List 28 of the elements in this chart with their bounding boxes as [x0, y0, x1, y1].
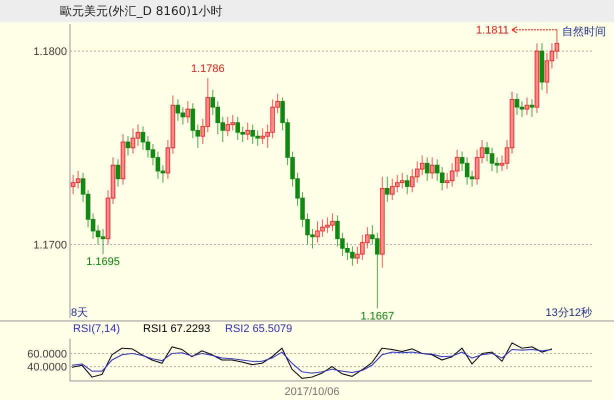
candlestick	[126, 136, 130, 156]
candlestick	[404, 174, 410, 195]
candlestick	[186, 100, 190, 124]
line-series	[72, 342, 552, 379]
series-label: RSI2 65.5079	[225, 323, 292, 335]
y-tick-label: 60.0000	[27, 348, 67, 360]
candlestick	[116, 158, 120, 187]
series-label: RSI1 67.2293	[143, 323, 210, 335]
text: 自然时间	[562, 25, 606, 38]
annotation: 1.1811	[476, 24, 509, 37]
annotation: 13分12秒	[546, 307, 592, 319]
y-tick-label: 1.1800	[33, 46, 67, 58]
annotation: 1.1695	[86, 256, 120, 268]
y-tick-label: 40.0000	[27, 361, 67, 374]
candlestick	[430, 156, 434, 180]
chart-title: 歐元美元(外汇_D 8160)1小时	[60, 4, 223, 18]
candlestick	[530, 98, 534, 118]
line-series	[72, 349, 552, 374]
annotation: 8天	[71, 307, 88, 319]
candlestick	[245, 122, 250, 141]
chart-title: RSI(7,14)	[73, 323, 120, 335]
candlestick	[524, 97, 530, 116]
annotation: 1.1667	[360, 310, 394, 322]
candlestick	[424, 156, 430, 182]
annotation: 1.1786	[190, 63, 225, 76]
y-tick-label: 1.1700	[33, 239, 67, 252]
x-axis-title: 2017/10/06	[284, 386, 340, 398]
candlestick	[385, 176, 390, 202]
